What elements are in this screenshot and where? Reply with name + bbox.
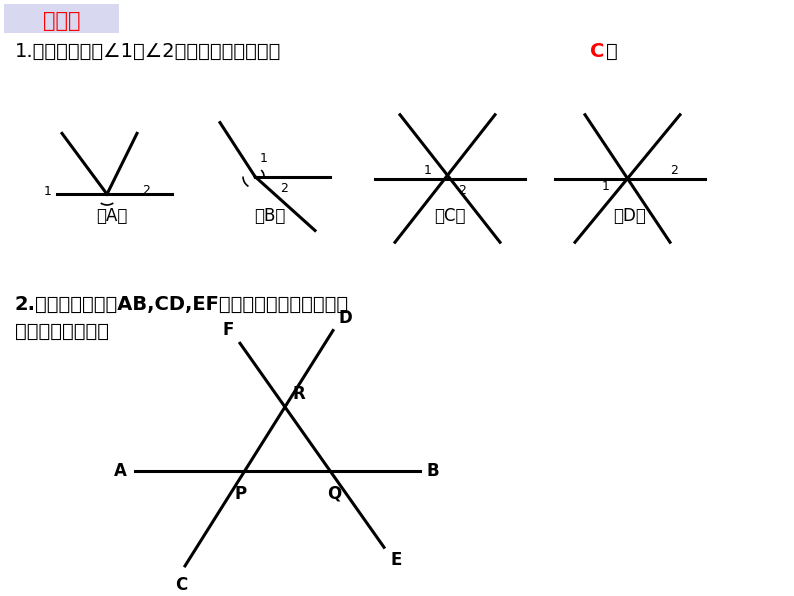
Text: C: C [175, 576, 187, 594]
Text: 1.下列图形中，∠1和∠2是对顶角的图形是（: 1.下列图形中，∠1和∠2是对顶角的图形是（ [15, 42, 281, 61]
Text: 练一练: 练一练 [43, 11, 81, 30]
Text: 1: 1 [260, 153, 268, 165]
Text: 2.如图，三条直线AB,CD,EF两两相交，你能找出图中: 2.如图，三条直线AB,CD,EF两两相交，你能找出图中 [15, 294, 349, 313]
Text: 所有的对顶角吗？: 所有的对顶角吗？ [15, 322, 109, 341]
Text: （C）: （C） [434, 207, 466, 225]
Text: D: D [339, 309, 353, 327]
Text: 2: 2 [458, 184, 466, 197]
Text: ）: ） [606, 42, 618, 61]
Text: B: B [426, 462, 438, 480]
Text: （B）: （B） [254, 207, 286, 225]
Text: 2: 2 [280, 182, 288, 195]
Text: Q: Q [327, 485, 341, 502]
Text: A: A [114, 462, 127, 480]
FancyBboxPatch shape [4, 4, 119, 33]
Text: 1: 1 [602, 180, 610, 193]
Text: 1: 1 [44, 185, 52, 198]
Text: E: E [390, 551, 402, 569]
Text: 1: 1 [424, 164, 432, 177]
Text: F: F [222, 321, 234, 339]
Text: R: R [293, 385, 306, 403]
Text: P: P [235, 485, 247, 502]
Text: 2: 2 [142, 184, 150, 197]
Text: （D）: （D） [614, 207, 646, 225]
Text: C: C [590, 42, 604, 61]
Text: （A）: （A） [96, 207, 128, 225]
Text: 2: 2 [670, 164, 678, 177]
